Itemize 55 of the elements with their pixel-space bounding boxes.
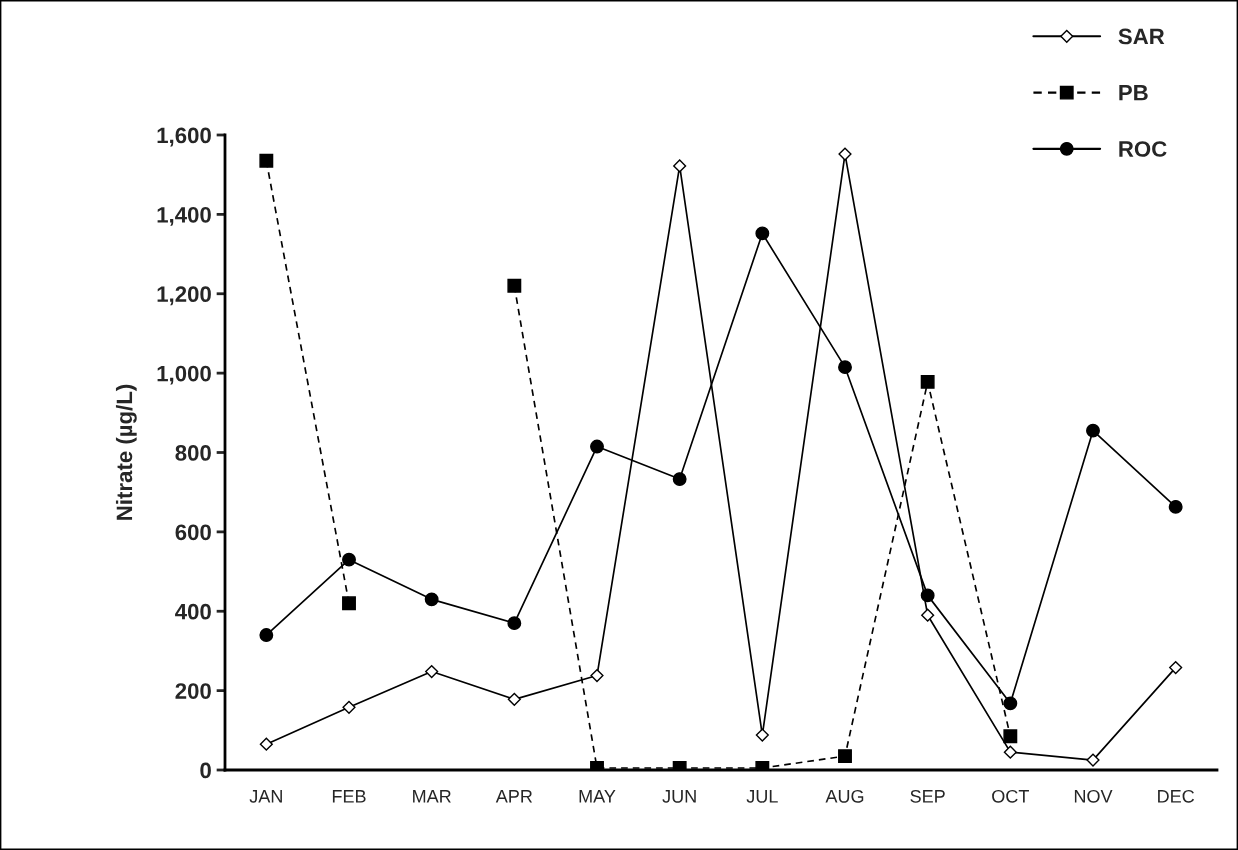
legend-label: SAR (1118, 28, 1165, 45)
x-tick-label: SEP (910, 789, 945, 803)
x-tick-label: AUG (825, 789, 864, 803)
point (259, 737, 273, 751)
point (259, 153, 274, 168)
x-tick-label: NOV (1074, 789, 1113, 803)
y-tick-label: 1,200 (157, 286, 211, 306)
x-tick-label: JAN (249, 790, 282, 803)
y-tick-label: 200 (175, 683, 211, 699)
x-tick-label: JUL (746, 790, 778, 803)
x-tick-label: JUN (662, 790, 696, 803)
point (342, 552, 356, 567)
y-tick-label: 1,400 (157, 206, 211, 226)
legend-label: PB (1119, 85, 1148, 101)
x-tick-label: APR (495, 790, 533, 803)
point (755, 728, 769, 742)
point (342, 700, 356, 714)
y-tick-label: 400 (175, 603, 211, 620)
point (507, 616, 522, 631)
point (1003, 729, 1018, 744)
x-tick-label: OCT (992, 789, 1029, 803)
point (590, 439, 604, 454)
y-tick-label: 800 (175, 445, 211, 461)
point (507, 692, 521, 706)
point (921, 608, 935, 622)
point (755, 226, 770, 241)
point (1003, 696, 1018, 711)
point (1086, 423, 1100, 438)
x-tick-label: MAR (413, 790, 451, 803)
point (1086, 753, 1100, 767)
y-tick-label: 1,000 (157, 365, 211, 385)
point (425, 664, 439, 679)
point (920, 588, 935, 603)
point (920, 374, 935, 389)
legend-label: ROC (1119, 141, 1167, 157)
point (342, 596, 356, 611)
point (424, 592, 439, 607)
point (507, 278, 522, 293)
point (1003, 745, 1017, 759)
y-tick-label: 600 (175, 524, 211, 541)
x-tick-label: FEB (332, 790, 366, 803)
point (259, 628, 274, 643)
point (838, 360, 852, 375)
point (673, 159, 687, 173)
y-tick-label: 1,600 (157, 127, 211, 147)
point (672, 472, 687, 487)
point (1169, 661, 1183, 675)
x-tick-label: MAY (579, 790, 616, 803)
y-axis-title: Nitrate (µg/L) (115, 384, 137, 520)
y-tick-label: 0 (200, 762, 211, 779)
point (838, 749, 852, 764)
x-tick-label: DEC (1158, 789, 1195, 803)
point (590, 668, 604, 683)
point (1168, 499, 1183, 514)
point (838, 147, 852, 161)
